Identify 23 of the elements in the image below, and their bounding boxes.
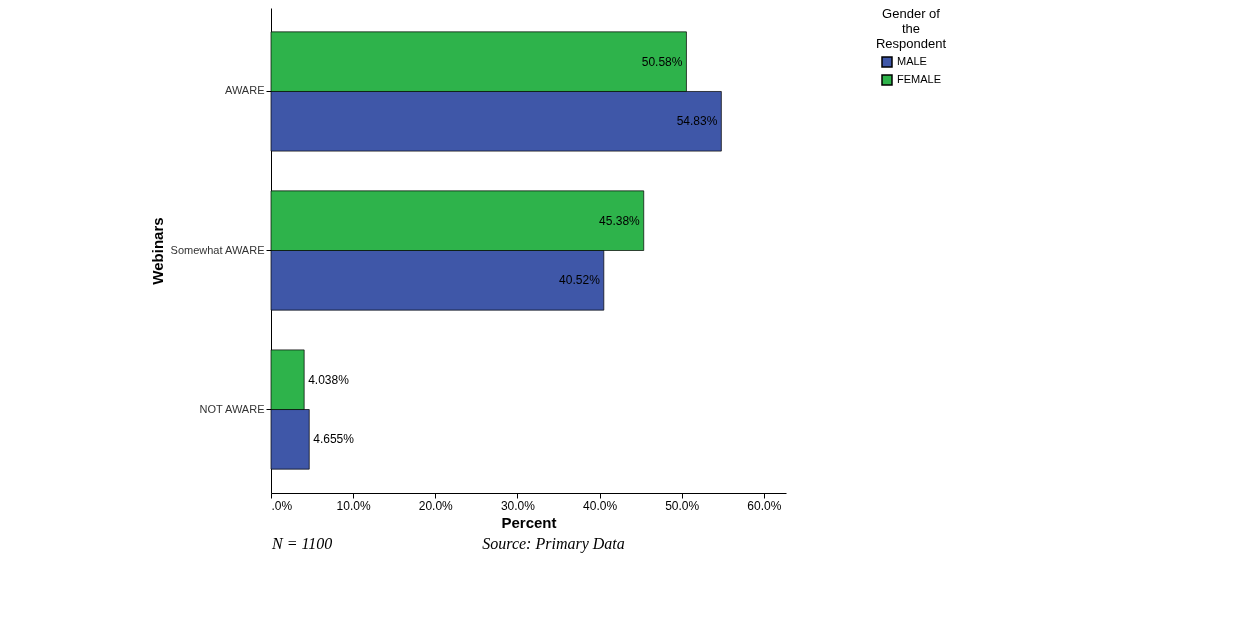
x-tick-label: 30.0% <box>500 498 536 513</box>
legend-label: MALE <box>897 55 927 67</box>
data-label: 50.58% <box>641 54 683 69</box>
x-tick-label: .0% <box>271 498 293 513</box>
data-label: 40.52% <box>559 273 601 288</box>
y-axis-title: Webinars <box>148 217 166 285</box>
y-tick-label: Somewhat AWARE <box>170 243 265 256</box>
x-tick-label: 40.0% <box>583 498 618 513</box>
legend-label: FEMALE <box>897 73 942 85</box>
x-tick-label: 50.0% <box>665 498 700 513</box>
data-label: 54.83% <box>676 114 718 129</box>
source-note: Source: Primary Data <box>482 535 625 553</box>
x-tick-label: 10.0% <box>336 498 371 513</box>
data-label: 45.38% <box>599 213 641 228</box>
legend-title: Gender of the Respondent <box>875 6 947 51</box>
x-tick-label: 20.0% <box>418 498 454 513</box>
data-label: 4.655% <box>313 432 355 447</box>
text: N = 1100 <box>272 535 333 553</box>
data-label: 4.038% <box>308 372 350 387</box>
x-tick-label: 60.0% <box>747 498 782 513</box>
x-axis-title: Percent <box>501 513 557 531</box>
y-tick-label: AWARE <box>224 84 265 97</box>
y-tick-label: NOT AWARE <box>199 402 265 415</box>
